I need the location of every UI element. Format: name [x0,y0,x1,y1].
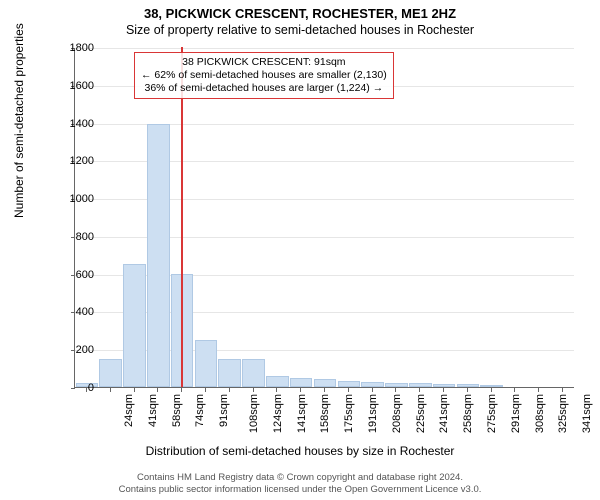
ytick-label: 800 [54,231,94,243]
bar [433,384,456,387]
bar [290,378,313,387]
ytick-label: 1400 [54,118,94,130]
xtick-mark [372,388,373,392]
ytick-label: 200 [54,344,94,356]
footer-attribution: Contains HM Land Registry data © Crown c… [0,472,600,496]
bar [266,376,289,387]
xtick-mark [562,388,563,392]
xtick-mark [443,388,444,392]
bar [385,383,408,387]
annotation-line: 38 PICKWICK CRESCENT: 91sqm [141,56,387,69]
bar [480,385,503,387]
gridline [75,48,574,49]
bar [338,381,361,387]
bar [457,384,480,387]
page-title: 38, PICKWICK CRESCENT, ROCHESTER, ME1 2H… [0,0,600,21]
xtick-mark [181,388,182,392]
xtick-mark [205,388,206,392]
xtick-label: 158sqm [320,394,332,433]
bar [314,379,337,387]
y-axis-label: Number of semi-detached properties [12,23,26,218]
xtick-label: 24sqm [123,394,135,427]
ytick-label: 1200 [54,155,94,167]
chart-container: 38, PICKWICK CRESCENT, ROCHESTER, ME1 2H… [0,0,600,500]
footer-line: Contains HM Land Registry data © Crown c… [0,472,600,484]
xtick-label: 124sqm [272,394,284,433]
xtick-label: 275sqm [486,394,498,433]
bar [218,359,241,387]
ytick-label: 1800 [54,42,94,54]
xtick-mark [491,388,492,392]
xtick-label: 325sqm [558,394,570,433]
ytick-label: 600 [54,269,94,281]
bar [195,340,218,387]
chart-area: 38 PICKWICK CRESCENT: 91sqm ← 62% of sem… [74,48,574,388]
xtick-mark [300,388,301,392]
ytick-label: 1600 [54,80,94,92]
xtick-label: 241sqm [439,394,451,433]
xtick-mark [348,388,349,392]
bar [147,124,170,387]
xtick-mark [253,388,254,392]
xtick-mark [538,388,539,392]
xtick-label: 258sqm [462,394,474,433]
xtick-mark [419,388,420,392]
xtick-label: 225sqm [415,394,427,433]
xtick-mark [110,388,111,392]
ytick-label: 0 [54,382,94,394]
bar [242,359,265,387]
xtick-mark [514,388,515,392]
xtick-label: 58sqm [171,394,183,427]
bar [361,382,384,387]
bar [409,383,432,387]
xtick-label: 208sqm [391,394,403,433]
xtick-label: 291sqm [510,394,522,433]
xtick-mark [229,388,230,392]
xtick-label: 108sqm [248,394,260,433]
x-axis-label: Distribution of semi-detached houses by … [0,444,600,458]
xtick-label: 91sqm [218,394,230,427]
annotation-box: 38 PICKWICK CRESCENT: 91sqm ← 62% of sem… [134,52,394,99]
xtick-mark [324,388,325,392]
bar [99,359,122,387]
ytick-label: 1000 [54,193,94,205]
annotation-line: 36% of semi-detached houses are larger (… [141,82,387,95]
page-subtitle: Size of property relative to semi-detach… [0,21,600,37]
xtick-mark [157,388,158,392]
xtick-label: 175sqm [343,394,355,433]
xtick-mark [134,388,135,392]
xtick-label: 191sqm [367,394,379,433]
xtick-label: 141sqm [296,394,308,433]
footer-line: Contains public sector information licen… [0,484,600,496]
bar [123,264,146,387]
xtick-mark [395,388,396,392]
xtick-label: 74sqm [194,394,206,427]
ytick-label: 400 [54,306,94,318]
xtick-mark [276,388,277,392]
xtick-label: 308sqm [534,394,546,433]
annotation-line: ← 62% of semi-detached houses are smalle… [141,69,387,82]
xtick-label: 341sqm [581,394,593,433]
xtick-label: 41sqm [147,394,159,427]
xtick-mark [467,388,468,392]
